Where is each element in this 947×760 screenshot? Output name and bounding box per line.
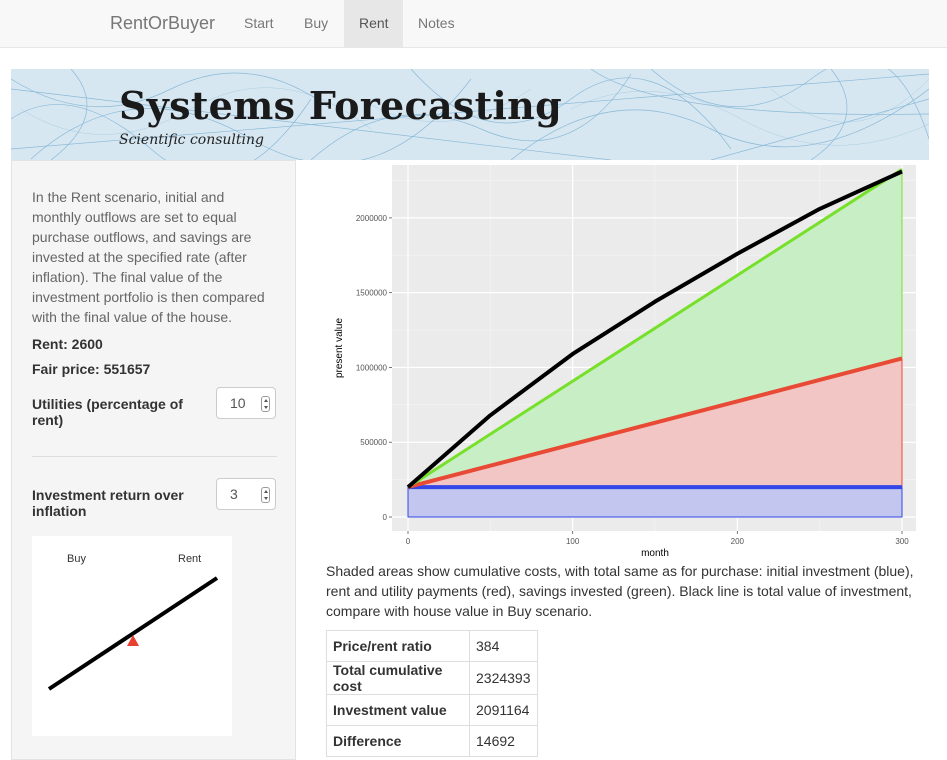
series-rent-utilities xyxy=(407,356,903,490)
seesaw-pivot-marker xyxy=(127,635,139,646)
y-tick-label: 1500000 xyxy=(356,289,388,298)
seesaw-beam xyxy=(47,576,219,691)
nav-rent[interactable]: Rent xyxy=(344,0,403,47)
utilities-value: 10 xyxy=(230,395,246,411)
banner-pattern xyxy=(11,69,929,160)
x-tick-label: 200 xyxy=(731,537,745,546)
navbar: RentOrBuyer Start Buy Rent Notes xyxy=(0,0,947,48)
sidebar-panel: In the Rent scenario, initial and monthl… xyxy=(11,160,296,760)
x-tick-label: 100 xyxy=(566,537,580,546)
x-tick-label: 0 xyxy=(406,537,411,546)
result-label: Price/rent ratio xyxy=(326,630,470,662)
result-label: Total cumulative cost xyxy=(326,661,470,695)
banner-title: Systems Forecasting xyxy=(119,83,562,128)
utilities-label: Utilities (percentage of rent) xyxy=(32,396,183,428)
utilities-input[interactable]: 10 xyxy=(216,387,276,419)
chart: 0 100 200 300 0 500000 1000000 1500000 2000000 mo… xyxy=(326,160,918,560)
investment-label: Investment return over inflation xyxy=(32,487,184,519)
utilities-stepper[interactable] xyxy=(261,396,270,412)
area-initial-investment xyxy=(408,487,902,517)
series-investment-value xyxy=(406,169,903,489)
nav-buy[interactable]: Buy xyxy=(304,15,329,31)
x-axis-title: month xyxy=(641,548,669,559)
nav-start[interactable]: Start xyxy=(244,15,274,31)
seesaw-buy-label: Buy xyxy=(67,553,86,565)
seesaw-rent-label: Rent xyxy=(178,553,202,565)
rent-value: Rent: 2600 xyxy=(32,336,103,352)
result-value: 2324393 xyxy=(469,661,538,695)
investment-input[interactable]: 3 xyxy=(216,478,276,510)
result-label: Investment value xyxy=(326,694,470,726)
y-tick-label: 2000000 xyxy=(356,214,388,223)
x-tick-label: 300 xyxy=(895,537,909,546)
nav-notes[interactable]: Notes xyxy=(418,15,455,31)
table-row: Total cumulative cost 2324393 xyxy=(326,661,538,695)
brand[interactable]: RentOrBuyer xyxy=(110,13,216,33)
scenario-description: In the Rent scenario, initial and monthl… xyxy=(32,189,265,325)
y-tick-label: 1000000 xyxy=(356,363,388,372)
y-tick-label: 500000 xyxy=(360,438,387,447)
investment-stepper[interactable] xyxy=(261,487,270,503)
result-value: 2091164 xyxy=(469,694,538,726)
divider xyxy=(32,456,277,457)
seesaw-graphic: Buy Rent xyxy=(32,536,232,736)
fair-price-value: Fair price: 551657 xyxy=(32,361,151,377)
chart-caption: Shaded areas show cumulative costs, with… xyxy=(326,563,914,619)
banner: Systems Forecasting Scientific consultin… xyxy=(11,69,929,160)
investment-value: 3 xyxy=(230,486,238,502)
table-row: Difference 14692 xyxy=(326,725,538,757)
y-tick-label: 0 xyxy=(383,513,388,522)
y-axis-title: present value xyxy=(334,318,345,378)
result-label: Difference xyxy=(326,725,470,757)
result-value: 14692 xyxy=(469,725,538,757)
table-row: Price/rent ratio 384 xyxy=(326,630,538,662)
result-value: 384 xyxy=(469,630,538,662)
series-savings xyxy=(407,168,903,489)
results-table: Price/rent ratio 384 Total cumulative co… xyxy=(326,630,538,757)
banner-subtitle: Scientific consulting xyxy=(119,132,264,148)
table-row: Investment value 2091164 xyxy=(326,694,538,726)
